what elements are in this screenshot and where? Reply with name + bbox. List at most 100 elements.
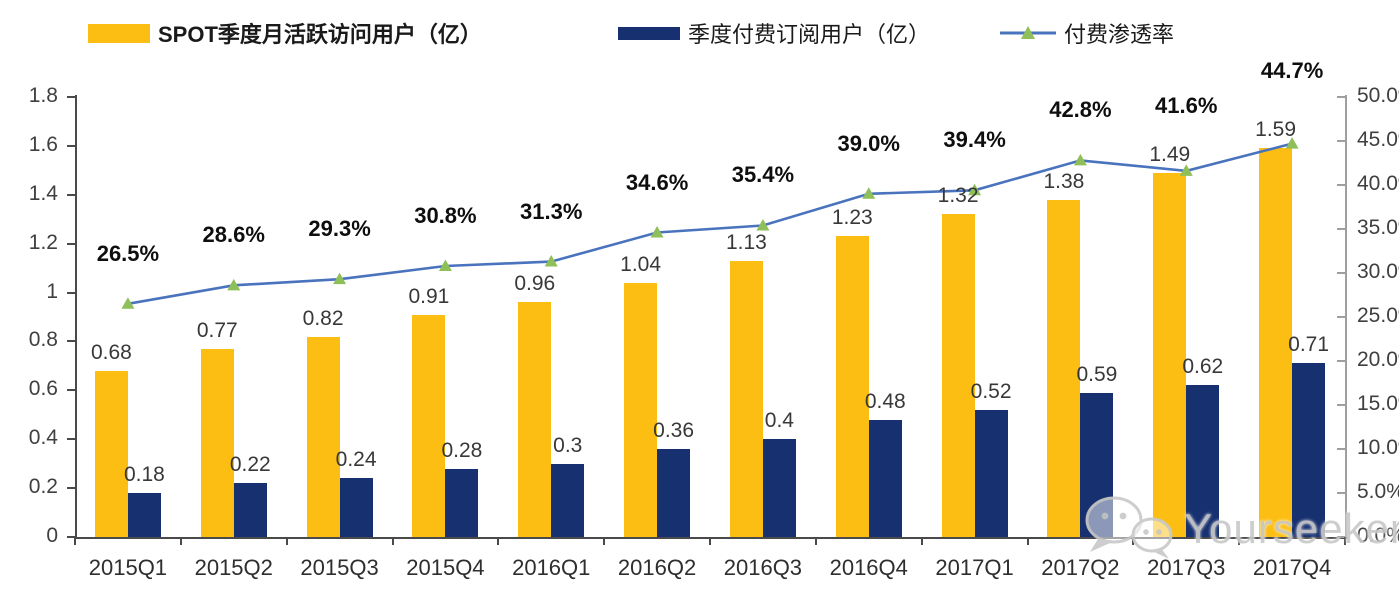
bar-mau-2016Q4: [835, 236, 869, 537]
value-label-mau: 1.38: [1043, 169, 1085, 193]
y-axis-tick: [67, 340, 75, 343]
right-axis-label: 25.0%: [1357, 304, 1399, 327]
bar-mau-2015Q2: [200, 348, 234, 537]
penetration-rate-label: 44.7%: [1260, 57, 1324, 83]
legend-label-mau: SPOT季度月活跃访问用户（亿）: [158, 22, 482, 47]
right-axis-label: 45.0%: [1357, 128, 1399, 151]
x-axis-label: 2015Q3: [300, 555, 379, 580]
bar-mau-2016Q1: [518, 302, 552, 537]
bar-subs-2016Q2: [657, 449, 691, 537]
penetration-rate-label: 35.4%: [731, 162, 795, 188]
x-axis-tick: [74, 537, 76, 545]
right-axis-label: 20.0%: [1357, 348, 1399, 371]
penetration-rate-label: 42.8%: [1049, 97, 1112, 123]
value-label-mau: 1.04: [620, 252, 662, 276]
y-axis-tick: [67, 144, 75, 147]
x-axis-tick: [709, 537, 711, 545]
y-axis-label: 0.8: [28, 328, 58, 352]
bar-subs-2016Q3: [762, 439, 796, 537]
triangle-marker-icon: [756, 218, 770, 231]
value-label-subs: 0.48: [864, 389, 906, 413]
right-axis-tick: [1337, 536, 1345, 538]
x-axis-label: 2016Q3: [723, 555, 803, 580]
x-axis-label: 2017Q4: [1252, 555, 1332, 580]
x-axis-tick: [603, 537, 606, 545]
triangle-marker-icon: [650, 226, 664, 238]
x-axis-label: 2015Q4: [406, 555, 485, 580]
right-axis-tick: [1337, 228, 1345, 230]
right-axis-tick: [1337, 448, 1345, 450]
value-label-subs: 0.18: [123, 463, 165, 486]
x-axis-tick: [1026, 537, 1029, 545]
value-label-mau: 0.96: [514, 272, 556, 296]
y-axis-tick: [67, 389, 75, 392]
value-label-mau: 0.68: [90, 340, 132, 364]
wechat-icon: [1085, 496, 1173, 559]
value-label-mau: 1.23: [831, 206, 873, 230]
y-axis-label: 1: [46, 279, 58, 303]
value-label-subs: 0.62: [1182, 355, 1224, 379]
right-axis-tick: [1337, 316, 1345, 318]
triangle-marker-icon: [333, 272, 347, 285]
value-label-subs: 0.22: [229, 453, 271, 477]
right-axis-line: [1345, 95, 1347, 539]
right-axis-tick: [1337, 492, 1345, 494]
triangle-marker-icon: [862, 187, 876, 199]
y-axis-label: 0.2: [28, 475, 58, 499]
triangle-marker-icon: [227, 278, 241, 291]
y-axis-tick: [67, 536, 75, 538]
x-axis-tick: [391, 537, 394, 545]
y-axis-tick: [67, 193, 75, 196]
x-axis-tick: [1238, 537, 1241, 545]
value-label-mau: 1.13: [725, 230, 767, 254]
y-axis-label: 1.2: [28, 230, 58, 254]
bar-mau-2016Q3: [729, 260, 763, 537]
y-axis-label: 1.6: [28, 132, 58, 156]
bar-mau-2016Q2: [624, 282, 658, 537]
y-axis-label: 0.6: [28, 377, 58, 401]
value-label-subs: 0.36: [653, 419, 695, 442]
triangle-marker-icon: [1073, 153, 1087, 166]
y-axis-tick: [67, 96, 75, 98]
y-axis-tick: [67, 291, 75, 294]
triangle-marker-icon: [544, 255, 558, 267]
mau-bar-swatch-icon: [88, 23, 150, 43]
value-label-subs: 0.52: [970, 379, 1012, 403]
right-axis-tick: [1337, 96, 1345, 98]
bar-subs-2017Q3: [1186, 385, 1220, 537]
legend-label-rate: 付费渗透率: [1064, 22, 1175, 47]
watermark-text: Yourseeker: [1184, 505, 1399, 552]
value-label-subs: 0.28: [441, 438, 483, 462]
right-axis-label: 10.0%: [1357, 436, 1399, 459]
x-axis-tick: [1344, 537, 1346, 545]
legend-item-subs: 季度付费订阅用户（亿）: [618, 16, 930, 50]
y-axis-label: 1.4: [28, 181, 58, 205]
bar-subs-2017Q4: [1292, 363, 1326, 537]
right-axis-label: 35.0%: [1357, 216, 1399, 239]
x-axis-label: 2017Q1: [935, 555, 1014, 580]
value-label-mau: 1.32: [937, 184, 979, 208]
value-label-subs: 0.4: [764, 409, 794, 433]
legend-item-mau: SPOT季度月活跃访问用户（亿）: [88, 16, 482, 50]
x-axis-tick: [285, 537, 288, 545]
right-axis-tick: [1337, 184, 1345, 186]
value-label-subs: 0.71: [1288, 333, 1330, 357]
value-label-mau: 0.77: [196, 318, 238, 342]
penetration-rate-label: 31.3%: [520, 198, 583, 224]
y-axis-line: [75, 95, 77, 539]
y-axis-tick: [67, 242, 75, 245]
penetration-rate-label: 39.4%: [943, 127, 1006, 153]
bar-subs-2016Q1: [551, 463, 585, 537]
y-axis-tick: [67, 487, 75, 490]
x-axis-label: 2015Q1: [88, 555, 168, 580]
x-axis-tick: [814, 537, 817, 545]
y-axis-label: 0: [46, 524, 58, 547]
subs-bar-swatch-icon: [618, 26, 680, 40]
bar-subs-2016Q4: [868, 419, 902, 537]
right-axis-label: 5.0%: [1357, 480, 1399, 503]
value-label-mau: 0.82: [302, 306, 344, 330]
x-axis-label: 2017Q2: [1041, 555, 1120, 580]
bar-subs-2015Q2: [233, 483, 267, 537]
y-axis-tick: [67, 438, 75, 441]
bar-mau-2015Q1: [94, 370, 128, 537]
